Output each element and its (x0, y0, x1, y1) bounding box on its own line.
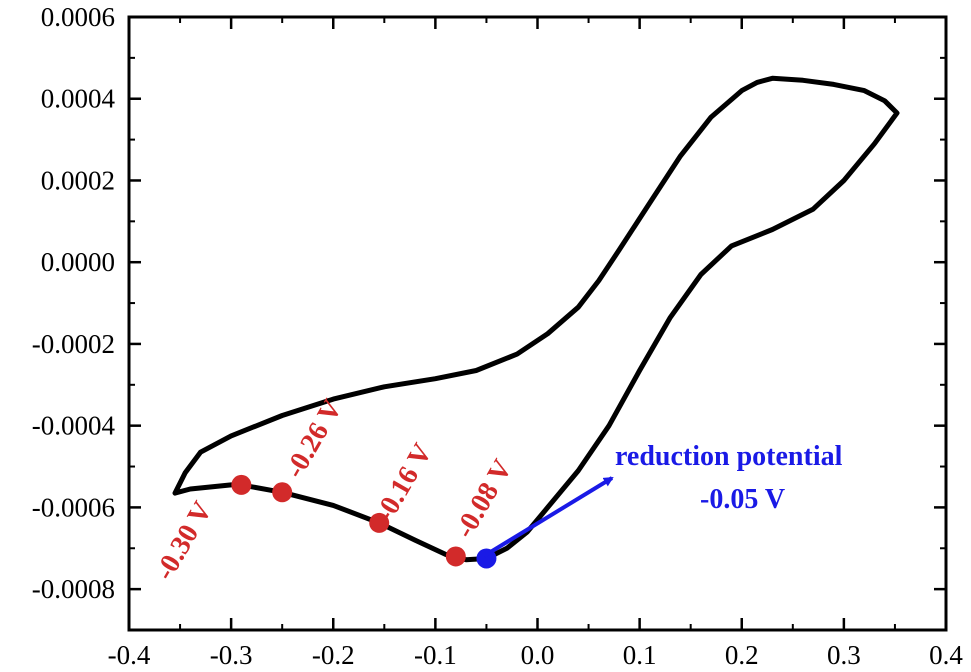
annotation-reduction-potential: reduction potential (615, 441, 843, 472)
x-tick-label: 0.0 (521, 640, 555, 670)
axes: -0.4 -0.3 -0.2 -0.1 0.0 0.1 0.2 0.3 0.4 0.0006 0.0… (32, 2, 964, 670)
potential-marker (445, 546, 466, 567)
y-tick-label: 0.0002 (41, 165, 115, 195)
annotation-026: -0.26 V (279, 394, 348, 483)
reduction-arrow (482, 476, 614, 558)
plot-frame (127, 15, 948, 632)
x-tick-label: -0.3 (210, 640, 253, 670)
y-tick-label: -0.0002 (32, 329, 115, 359)
plot-area (172, 75, 900, 563)
potential-marker (369, 512, 390, 533)
y-tick-label: -0.0008 (32, 574, 115, 604)
x-tick-label: -0.1 (414, 640, 457, 670)
y-tick-label: 0.0000 (41, 247, 115, 277)
potential-marker (272, 482, 293, 503)
x-tick-label: -0.2 (312, 640, 355, 670)
potential-marker (231, 474, 252, 495)
y-tick-label: 0.0004 (41, 84, 116, 114)
x-tick-label: 0.4 (929, 640, 963, 670)
arrows (482, 476, 614, 558)
x-tick-label: 0.2 (725, 640, 759, 670)
x-tick-label: -0.4 (108, 640, 151, 670)
x-tick-label: 0.1 (623, 640, 657, 670)
cv-curve (172, 75, 900, 563)
y-tick-label: -0.0004 (32, 411, 116, 441)
x-tick-label: 0.3 (827, 640, 861, 670)
annotation-reduction-value: -0.05 V (700, 484, 785, 515)
y-tick-label: 0.0006 (41, 2, 115, 32)
y-tick-label: -0.0006 (32, 492, 115, 522)
annotation-016: -0.16 V (369, 438, 438, 527)
annotation-008: -0.08 V (449, 454, 518, 543)
annotation-030: -0.30 V (149, 496, 218, 585)
